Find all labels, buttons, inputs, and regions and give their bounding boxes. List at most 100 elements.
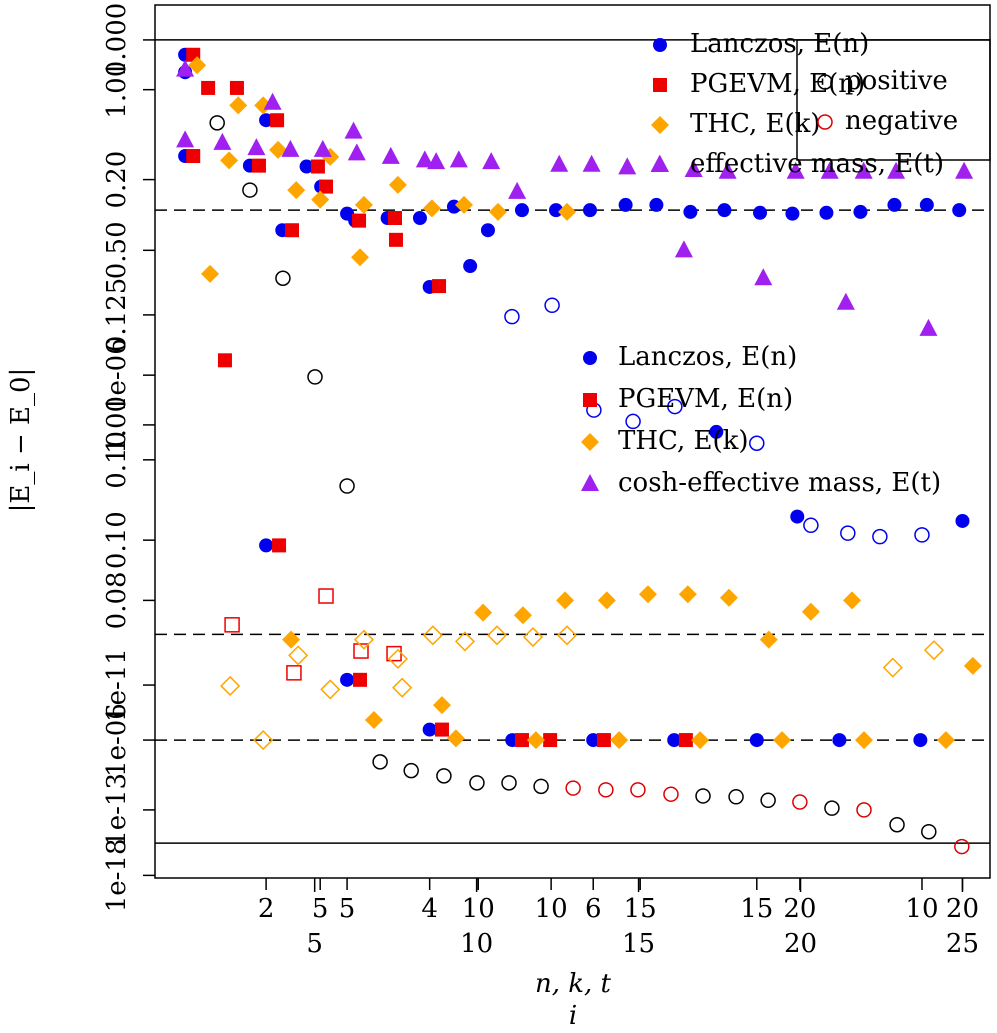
point <box>832 733 847 748</box>
x-tick-label-2: 10 <box>905 894 938 924</box>
y-tick-label: 1e-11 <box>102 648 132 722</box>
point <box>674 240 693 258</box>
point <box>919 197 934 212</box>
point <box>773 731 792 750</box>
x-tick-label-2: 10 <box>462 894 495 924</box>
point <box>320 679 341 700</box>
legend-marker <box>651 116 669 134</box>
point <box>663 786 679 802</box>
point <box>480 223 495 238</box>
point <box>415 150 434 168</box>
point <box>353 643 369 659</box>
y-tick-label: 1.00 <box>102 61 132 119</box>
point <box>749 435 765 451</box>
point <box>454 631 476 652</box>
point <box>242 182 258 198</box>
point <box>923 640 945 661</box>
point <box>224 617 240 633</box>
point <box>630 782 646 798</box>
point <box>513 606 532 625</box>
point <box>836 292 855 310</box>
point <box>582 154 601 172</box>
legend-marker <box>653 38 667 52</box>
y-tick-label: 0.08 <box>102 571 132 629</box>
point <box>188 56 207 75</box>
point <box>299 159 314 174</box>
point <box>936 731 955 750</box>
point <box>176 59 195 77</box>
point <box>954 838 970 855</box>
point <box>340 672 355 687</box>
x-tick-label-2: 2 <box>258 894 275 924</box>
point <box>618 197 633 212</box>
point <box>220 151 239 170</box>
point <box>474 603 493 622</box>
legend-marker <box>581 433 599 451</box>
point <box>352 213 367 228</box>
point <box>403 762 419 779</box>
legend-label: THC, E(k) <box>618 426 749 456</box>
point <box>259 113 274 128</box>
point <box>288 645 309 666</box>
point <box>695 788 711 804</box>
y-tick-label: 0.10 <box>102 431 132 489</box>
x-tick-label-2: 5 <box>312 894 329 924</box>
point <box>882 657 903 678</box>
legend-label: negative <box>845 106 958 136</box>
point <box>649 197 664 212</box>
point <box>313 139 332 157</box>
point <box>582 203 597 218</box>
legend-marker <box>653 78 667 92</box>
point <box>597 591 616 610</box>
point <box>718 161 737 179</box>
point <box>217 353 232 368</box>
y-tick-label: 0.20 <box>102 151 132 209</box>
point <box>259 538 274 553</box>
point <box>565 780 581 796</box>
point <box>434 722 449 737</box>
point <box>598 782 614 798</box>
point <box>209 115 225 131</box>
point <box>754 268 773 286</box>
x-tick-label-2: 20 <box>946 894 979 924</box>
point <box>229 80 244 95</box>
point <box>856 802 872 818</box>
point <box>176 130 195 148</box>
point <box>819 205 834 220</box>
point <box>381 146 400 164</box>
point <box>790 509 805 524</box>
point <box>489 202 508 221</box>
point <box>719 588 738 607</box>
point <box>422 722 437 737</box>
x-tick-label-2: 4 <box>421 894 438 924</box>
point <box>432 279 447 294</box>
point <box>952 203 967 218</box>
point <box>372 754 388 770</box>
point <box>955 161 974 179</box>
point <box>432 696 451 715</box>
legend-label: effective mass, E(t) <box>690 149 944 179</box>
point <box>281 139 300 157</box>
point <box>446 729 465 748</box>
y-tick-label: 1e-06 <box>102 703 132 777</box>
point <box>548 203 563 218</box>
point <box>285 223 300 238</box>
x-tick-label: 5 <box>306 929 323 959</box>
legend-label: cosh-effective mass, E(t) <box>618 468 941 498</box>
point <box>786 161 805 179</box>
point <box>544 297 560 314</box>
x-axis-title-2: i <box>569 1001 577 1031</box>
point <box>792 794 808 810</box>
x-tick-label: 10 <box>460 929 493 959</box>
point <box>759 630 778 649</box>
point <box>427 152 446 170</box>
x-tick-label: 20 <box>784 929 817 959</box>
point <box>824 800 840 816</box>
point <box>526 731 545 750</box>
point <box>422 199 441 218</box>
point <box>889 816 905 833</box>
point <box>840 525 856 541</box>
point <box>251 158 266 173</box>
point <box>339 478 355 494</box>
x-axis-title: n, k, t <box>535 969 612 999</box>
